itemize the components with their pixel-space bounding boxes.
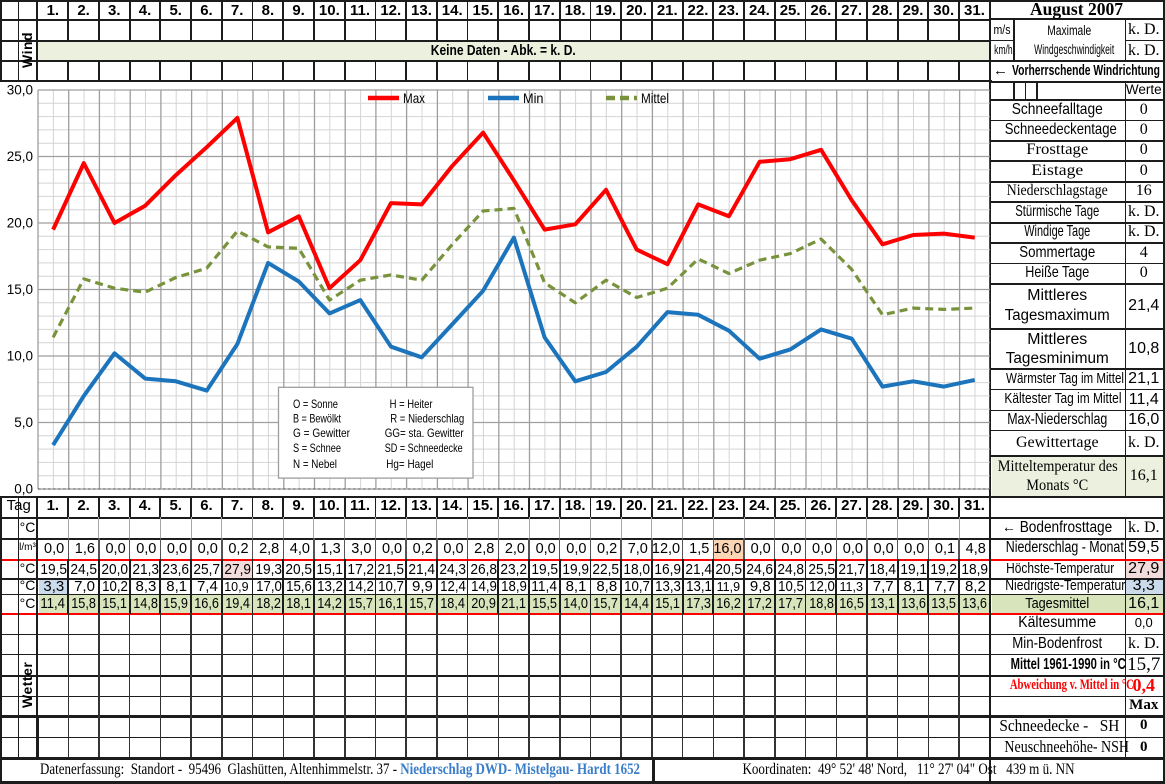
svg-text:Min: Min (523, 90, 544, 106)
svg-text:0,0: 0,0 (14, 482, 33, 497)
svg-text:N = Nebel: N = Nebel (293, 457, 337, 471)
svg-text:Mittel: Mittel (641, 90, 669, 106)
svg-text:SD = Schneedecke: SD = Schneedecke (385, 441, 463, 455)
svg-text:25,0: 25,0 (7, 149, 33, 164)
svg-text:5,0: 5,0 (14, 415, 33, 430)
svg-text:10,0: 10,0 (7, 349, 33, 364)
svg-text:B = Bewölkt: B = Bewölkt (293, 412, 341, 426)
svg-text:S = Schnee: S = Schnee (293, 441, 341, 455)
svg-text:G = Gewitter: G = Gewitter (293, 426, 350, 440)
svg-text:R = Niederschlag: R = Niederschlag (390, 412, 464, 426)
svg-text:Hg= Hagel: Hg= Hagel (386, 457, 433, 471)
svg-text:O = Sonne: O = Sonne (293, 397, 338, 411)
svg-text:GG= sta. Gewitter: GG= sta. Gewitter (385, 426, 464, 440)
svg-text:15,0: 15,0 (7, 282, 33, 297)
svg-text:H = Heiter: H = Heiter (390, 397, 433, 411)
svg-text:Max: Max (403, 90, 425, 106)
svg-text:30,0: 30,0 (7, 83, 33, 98)
svg-text:20,0: 20,0 (7, 216, 33, 231)
